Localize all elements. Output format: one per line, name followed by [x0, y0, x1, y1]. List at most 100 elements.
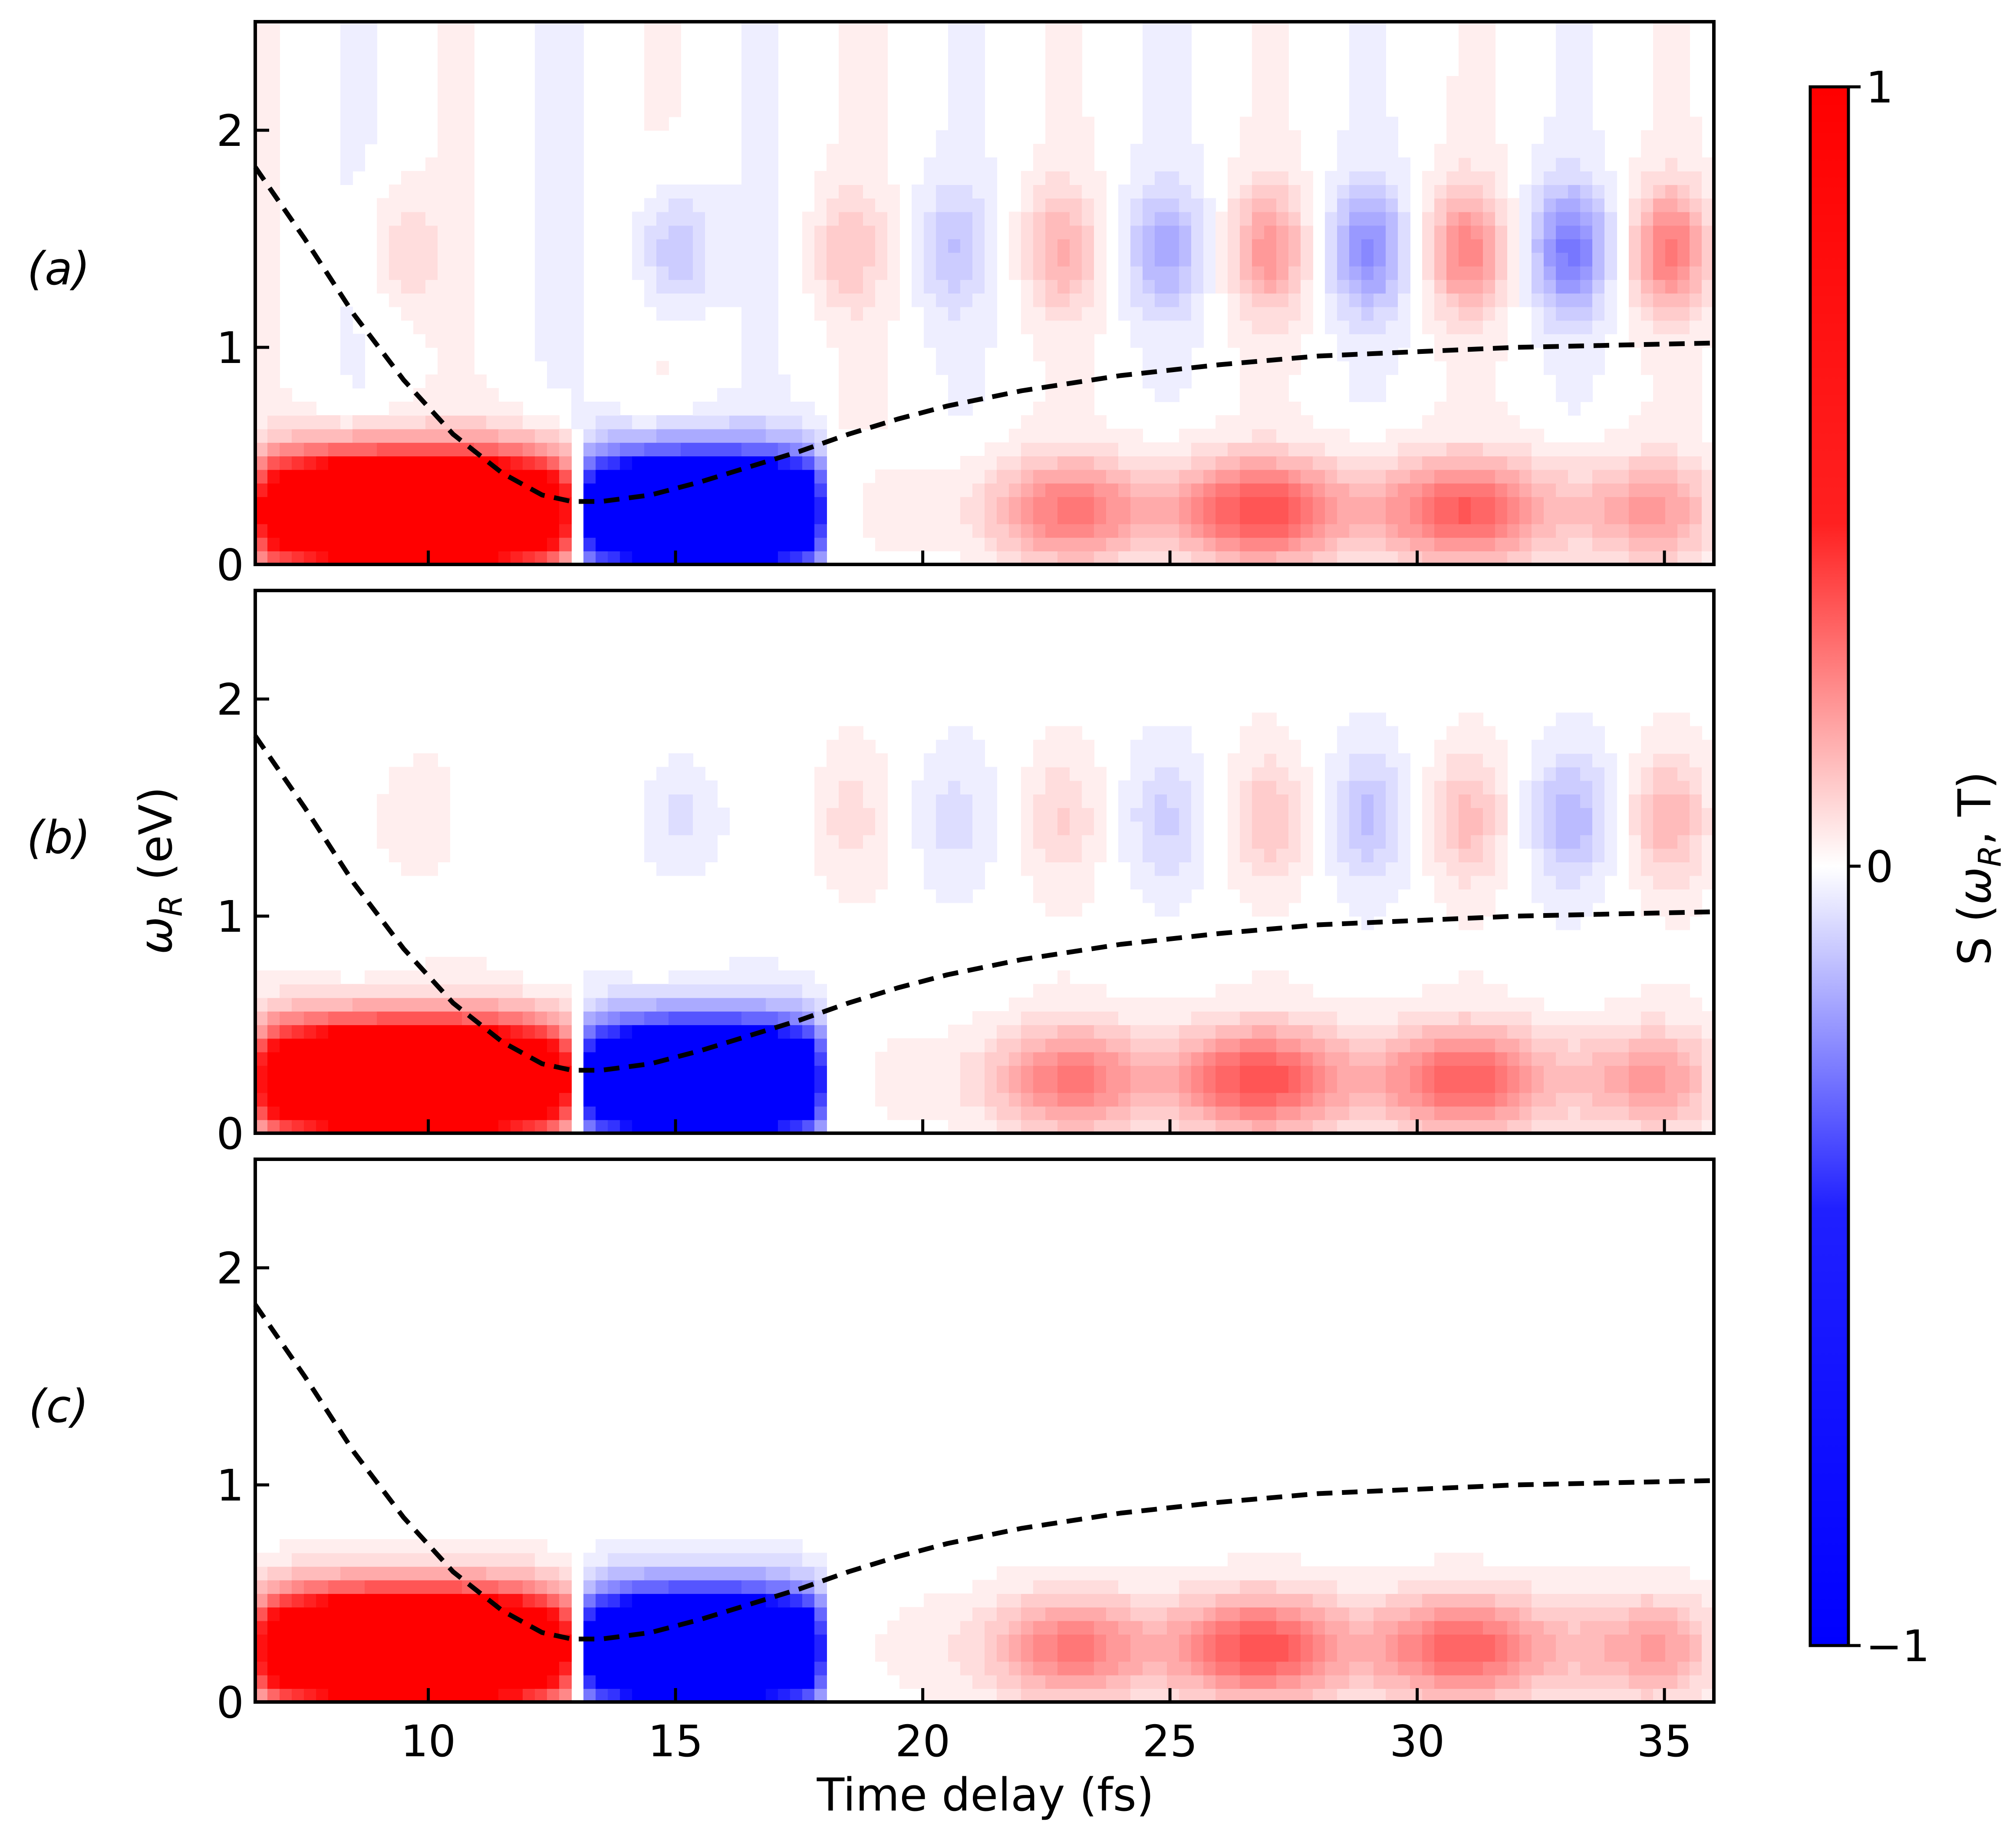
heatmap-cell [875, 510, 888, 524]
heatmap-cell [948, 333, 961, 348]
heatmap-cell [413, 1025, 426, 1039]
heatmap-cell [1118, 211, 1131, 226]
heatmap-cell [1422, 1011, 1435, 1026]
heatmap-cell [1641, 510, 1654, 524]
heatmap-cell [1677, 198, 1690, 212]
heatmap-cell [972, 808, 985, 822]
heatmap-cell [1070, 862, 1082, 876]
heatmap-cell [924, 767, 936, 781]
heatmap-cell [1398, 1119, 1410, 1134]
heatmap-cell [1544, 1052, 1556, 1066]
heatmap-cell [1045, 415, 1058, 429]
heatmap-cell [377, 225, 389, 240]
heatmap-cell [596, 984, 608, 998]
heatmap-cell [389, 402, 402, 416]
heatmap-cell [644, 76, 657, 90]
heatmap-cell [571, 144, 584, 158]
heatmap-cell [1325, 1011, 1337, 1026]
heatmap-cell [1130, 821, 1143, 835]
heatmap-cell [960, 76, 973, 90]
heatmap-cell [1471, 402, 1483, 416]
heatmap-cell [1532, 524, 1544, 538]
heatmap-cell [681, 496, 693, 511]
heatmap-cell [1434, 456, 1447, 470]
heatmap-cell [644, 211, 657, 226]
heatmap-cell [1033, 1025, 1046, 1039]
heatmap-cell [474, 415, 487, 429]
heatmap-cell [766, 307, 778, 321]
heatmap-cell [413, 1011, 426, 1026]
heatmap-cell [1191, 456, 1204, 470]
heatmap-cell [863, 483, 876, 497]
heatmap-cell [1264, 429, 1277, 443]
heatmap-cell [1374, 76, 1386, 90]
heatmap-cell [316, 496, 329, 511]
heatmap-cell [693, 211, 705, 226]
heatmap-cell [1471, 442, 1483, 457]
heatmap-cell [571, 225, 584, 240]
heatmap-cell [511, 524, 523, 538]
heatmap-cell [1532, 496, 1544, 511]
heatmap-cell [1434, 834, 1447, 849]
heatmap-cell [1070, 130, 1082, 145]
heatmap-cell [1276, 198, 1289, 212]
heatmap-cell [1130, 794, 1143, 808]
heatmap-cell [1276, 62, 1289, 77]
heatmap-cell [669, 49, 681, 63]
heatmap-cell [1374, 537, 1386, 551]
heatmap-cell [1653, 171, 1666, 185]
heatmap-cell [1507, 211, 1520, 226]
heatmap-cell [863, 49, 876, 63]
heatmap-cell [960, 1025, 973, 1039]
heatmap-cell [1143, 753, 1155, 768]
heatmap-cell [1398, 1079, 1410, 1093]
heatmap-cell [1471, 902, 1483, 917]
heatmap-cell [1483, 320, 1496, 334]
heatmap-cell [741, 49, 754, 63]
heatmap-cell [778, 524, 791, 538]
heatmap-cell [1410, 1106, 1423, 1120]
heatmap-cell [1325, 171, 1337, 185]
heatmap-cell [656, 767, 669, 781]
heatmap-cell [1301, 1052, 1313, 1066]
heatmap-cell [1422, 483, 1435, 497]
heatmap-cell [389, 1065, 402, 1080]
heatmap-cell [1155, 279, 1167, 294]
heatmap-cell [681, 821, 693, 835]
heatmap-cell [1507, 293, 1520, 307]
heatmap-cell [1276, 35, 1289, 49]
heatmap-cell [705, 442, 718, 457]
heatmap-cell [280, 1065, 292, 1080]
heatmap-cell [912, 266, 924, 280]
heatmap-cell [1228, 307, 1240, 321]
heatmap-cell [450, 388, 462, 402]
heatmap-cell [1434, 739, 1447, 754]
heatmap-cell [1459, 753, 1471, 768]
heatmap-cell [340, 307, 353, 321]
heatmap-cell [1349, 537, 1362, 551]
heatmap-cell [778, 402, 791, 416]
heatmap-cell [1556, 293, 1568, 307]
heatmap-cell [425, 456, 438, 470]
heatmap-cell [608, 1011, 620, 1026]
heatmap-cell [1045, 902, 1058, 917]
heatmap-cell [559, 997, 572, 1012]
heatmap-cell [438, 130, 450, 145]
heatmap-cell [1556, 1038, 1568, 1052]
heatmap-cell [875, 862, 888, 876]
heatmap-cell [292, 1038, 304, 1052]
heatmap-cell [401, 456, 414, 470]
heatmap-cell [450, 1025, 462, 1039]
heatmap-cell [523, 415, 535, 429]
heatmap-cell [1446, 293, 1459, 307]
heatmap-cell [936, 848, 949, 863]
heatmap-cell [1179, 347, 1192, 362]
heatmap-cell [1021, 266, 1034, 280]
heatmap-cell [863, 198, 876, 212]
heatmap-cell [535, 116, 547, 131]
heatmap-cell [1337, 130, 1350, 145]
heatmap-cell [851, 347, 863, 362]
heatmap-cell [340, 347, 353, 362]
heatmap-cell [656, 89, 669, 104]
heatmap-cell [1617, 483, 1629, 497]
